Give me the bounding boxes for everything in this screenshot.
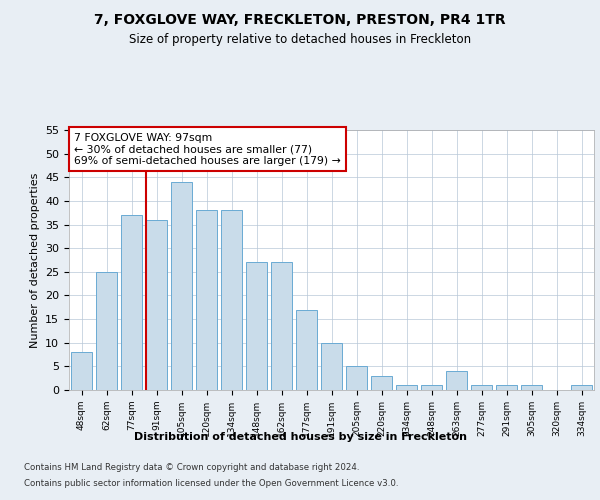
Bar: [371, 376, 392, 390]
Bar: [346, 366, 367, 390]
Bar: [446, 371, 467, 390]
Bar: [271, 262, 292, 390]
Bar: [71, 352, 92, 390]
Text: Contains HM Land Registry data © Crown copyright and database right 2024.: Contains HM Land Registry data © Crown c…: [24, 462, 359, 471]
Bar: [221, 210, 242, 390]
Bar: [146, 220, 167, 390]
Bar: [421, 386, 442, 390]
Bar: [171, 182, 192, 390]
Bar: [571, 386, 592, 390]
Bar: [396, 386, 417, 390]
Text: Contains public sector information licensed under the Open Government Licence v3: Contains public sector information licen…: [24, 479, 398, 488]
Bar: [471, 386, 492, 390]
Bar: [496, 386, 517, 390]
Text: Distribution of detached houses by size in Freckleton: Distribution of detached houses by size …: [133, 432, 467, 442]
Bar: [121, 215, 142, 390]
Bar: [321, 342, 342, 390]
Bar: [96, 272, 117, 390]
Bar: [296, 310, 317, 390]
Bar: [521, 386, 542, 390]
Text: 7, FOXGLOVE WAY, FRECKLETON, PRESTON, PR4 1TR: 7, FOXGLOVE WAY, FRECKLETON, PRESTON, PR…: [94, 12, 506, 26]
Text: 7 FOXGLOVE WAY: 97sqm
← 30% of detached houses are smaller (77)
69% of semi-deta: 7 FOXGLOVE WAY: 97sqm ← 30% of detached …: [74, 132, 341, 166]
Text: Size of property relative to detached houses in Freckleton: Size of property relative to detached ho…: [129, 32, 471, 46]
Bar: [246, 262, 267, 390]
Bar: [196, 210, 217, 390]
Y-axis label: Number of detached properties: Number of detached properties: [29, 172, 40, 348]
